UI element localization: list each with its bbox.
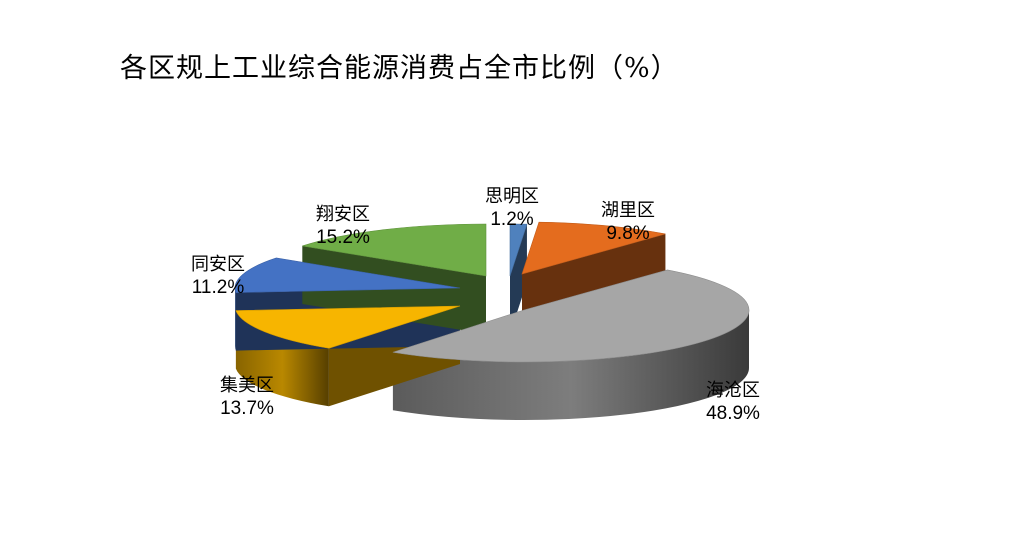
chart-title: 各区规上工业综合能源消费占全市比例（%） <box>120 53 679 84</box>
slice-3-name: 海沧区 <box>706 380 760 401</box>
slice-5-name: 同安区 <box>191 254 245 275</box>
slice-4-name: 集美区 <box>220 375 274 396</box>
slice-1-cut <box>510 224 527 334</box>
slice-3-label: 海沧区 48.9% <box>693 380 773 426</box>
slice-3-value: 48.9% <box>706 403 760 424</box>
slice-1-label: 思明区 1.2% <box>472 186 552 232</box>
slice-2-label: 湖里区 9.8% <box>588 200 668 246</box>
slice-3-top <box>392 269 750 363</box>
slice-5-value: 11.2% <box>191 277 245 298</box>
slice-3-side <box>392 310 749 421</box>
slice-2-name: 湖里区 <box>601 200 655 221</box>
slice-6-top <box>302 223 487 277</box>
slice-4-top <box>235 305 461 349</box>
slice-4-label: 集美区 13.7% <box>207 375 287 421</box>
slice-2-value: 9.8% <box>606 223 650 244</box>
slice-1-top <box>509 223 528 277</box>
slice-6-label: 翔安区 15.2% <box>303 204 383 250</box>
slice-1-name: 思明区 <box>485 186 539 207</box>
slice-1-value: 1.2% <box>490 209 534 230</box>
slice-4-value: 13.7% <box>220 398 274 419</box>
slice-5-top <box>234 257 461 293</box>
slice-6-value: 15.2% <box>316 227 370 248</box>
slice-5-label: 同安区 11.2% <box>178 254 258 300</box>
slice-5-side <box>235 288 236 351</box>
slice-6-name: 翔安区 <box>316 204 370 225</box>
slice-2-top <box>521 221 666 275</box>
